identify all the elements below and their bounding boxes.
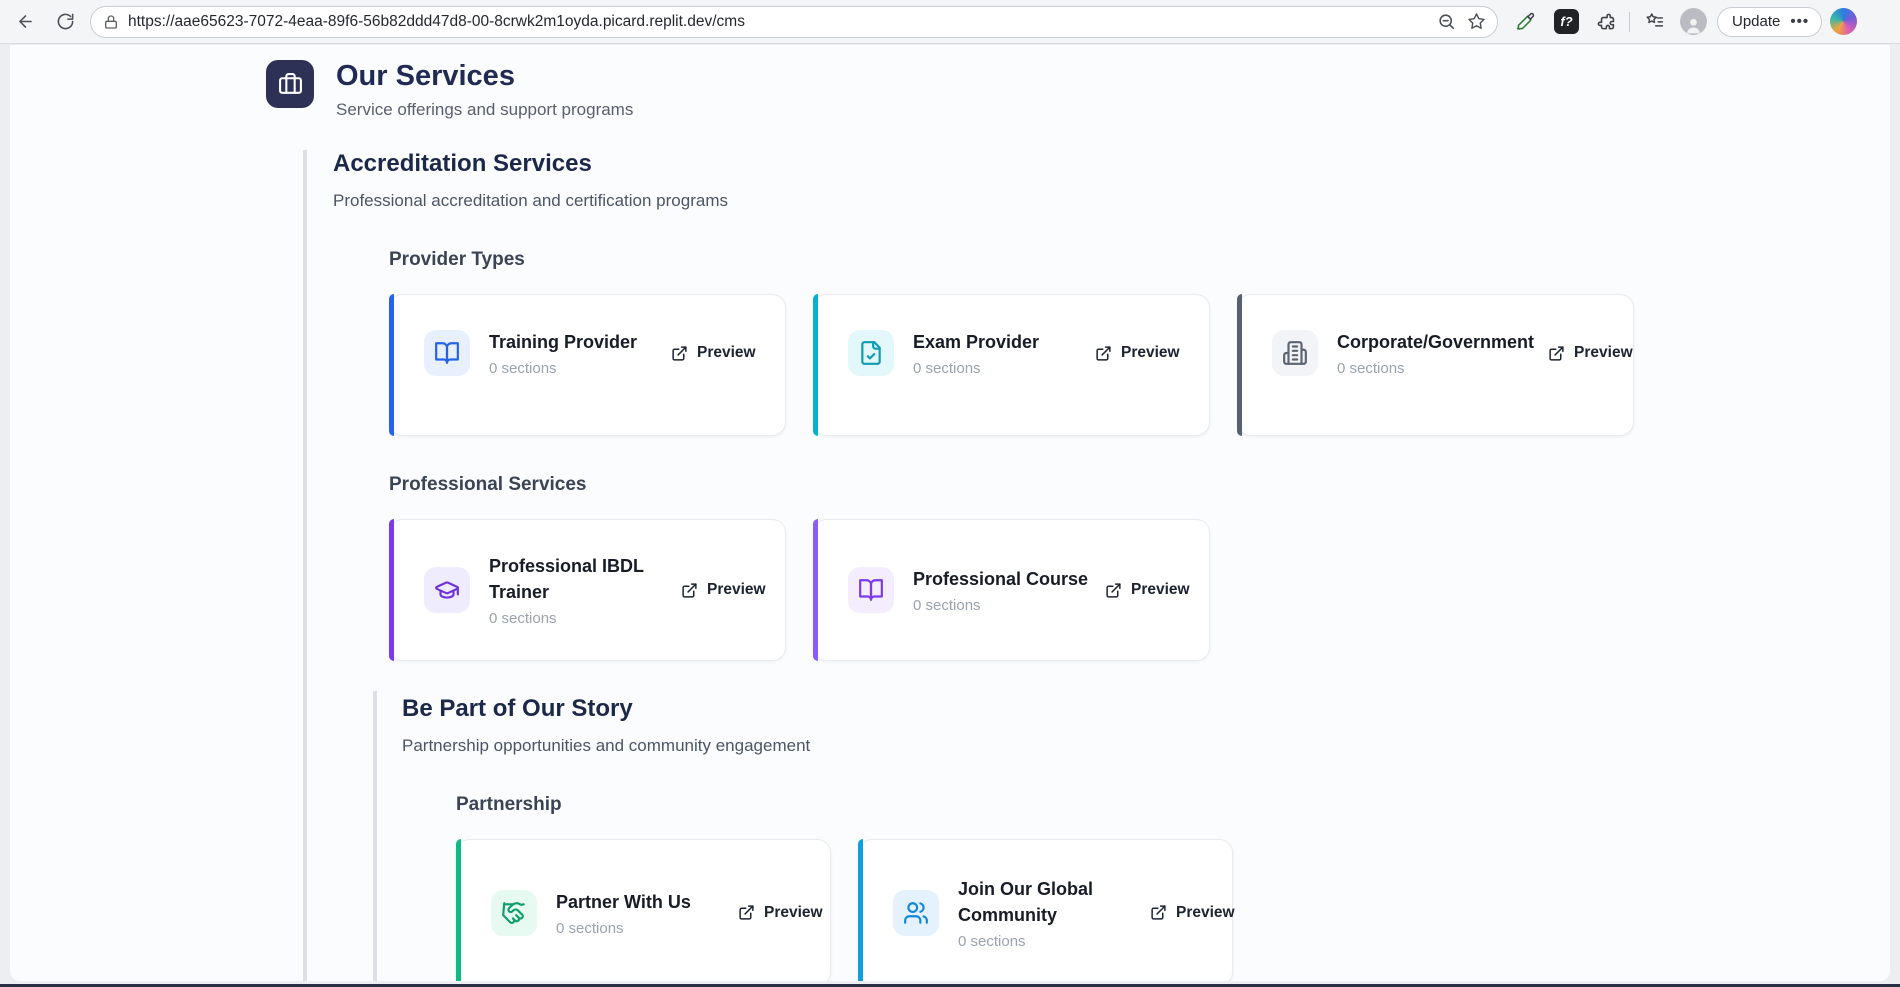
toolbar-divider bbox=[1629, 11, 1630, 32]
favorites-bar-button[interactable] bbox=[1637, 5, 1671, 39]
color-picker-extension-button[interactable] bbox=[1508, 5, 1542, 39]
external-link-icon bbox=[739, 905, 754, 920]
url-text[interactable]: https://aae65623-7072-4eaa-89f6-56b82ddd… bbox=[128, 12, 745, 30]
update-label: Update bbox=[1732, 13, 1781, 30]
preview-label: Preview bbox=[1176, 903, 1235, 921]
external-link-icon bbox=[672, 346, 687, 361]
card-title: Exam Provider bbox=[913, 332, 1040, 353]
preview-link[interactable]: Preview bbox=[681, 581, 766, 599]
preview-label: Preview bbox=[1121, 344, 1180, 362]
external-link-icon bbox=[1096, 346, 1111, 361]
card-join-our-global-community[interactable]: Join Our Global Community 0 sections Pre… bbox=[858, 839, 1235, 981]
card-title: Partner With Us bbox=[556, 891, 691, 912]
section-subtitle: Professional accreditation and certifica… bbox=[333, 191, 728, 211]
preview-label: Preview bbox=[707, 581, 766, 599]
refresh-button[interactable] bbox=[48, 5, 82, 39]
zoom-out-button[interactable] bbox=[1431, 7, 1461, 37]
group-provider-types: Provider Types Training Provider 0 secti… bbox=[389, 249, 1890, 437]
group-partnership: Partnership Partner With Us 0 sections P… bbox=[456, 794, 1890, 981]
card-corporate-government[interactable]: Corporate/Government 0 sections Preview bbox=[1237, 294, 1634, 437]
preview-label: Preview bbox=[1574, 344, 1633, 362]
window-bottom-edge bbox=[0, 984, 1900, 987]
copilot-icon[interactable] bbox=[1830, 8, 1858, 35]
browser-toolbar: https://aae65623-7072-4eaa-89f6-56b82ddd… bbox=[0, 0, 1900, 44]
handshake-icon bbox=[491, 889, 537, 936]
section-be-part-of-our-story: Be Part of Our Story Partnership opportu… bbox=[373, 691, 1890, 981]
card-professional-ibdl-trainer[interactable]: Professional IBDL Trainer 0 sections Pre… bbox=[389, 519, 786, 662]
card-title: Corporate/Government bbox=[1337, 332, 1535, 353]
card-professional-course[interactable]: Professional Course 0 sections Preview bbox=[813, 519, 1210, 662]
card-sections-count: 0 sections bbox=[1337, 360, 1405, 378]
preview-link[interactable]: Preview bbox=[738, 904, 823, 922]
preview-link[interactable]: Preview bbox=[1095, 344, 1180, 362]
preview-link[interactable]: Preview bbox=[671, 344, 756, 362]
lock-icon bbox=[105, 14, 117, 29]
group-title: Professional Services bbox=[389, 474, 587, 496]
person-icon bbox=[1687, 19, 1700, 34]
card-sections-count: 0 sections bbox=[489, 360, 557, 378]
arrow-left-icon bbox=[18, 15, 32, 28]
eyedropper-icon bbox=[1516, 12, 1534, 30]
card-sections-count: 0 sections bbox=[913, 360, 981, 378]
card-partner-with-us[interactable]: Partner With Us 0 sections Preview bbox=[456, 839, 831, 981]
refresh-icon bbox=[57, 13, 73, 30]
briefcase-icon bbox=[278, 72, 302, 94]
profile-avatar[interactable] bbox=[1680, 8, 1707, 35]
more-menu-dots[interactable]: ••• bbox=[1790, 13, 1810, 30]
preview-label: Preview bbox=[1131, 581, 1190, 599]
card-exam-provider[interactable]: Exam Provider 0 sections Preview bbox=[813, 294, 1210, 437]
services-icon-tile bbox=[266, 60, 314, 108]
card-title: Professional IBDL Trainer bbox=[489, 556, 644, 603]
external-link-icon bbox=[1106, 583, 1121, 598]
external-link-icon bbox=[682, 583, 697, 598]
card-sections-count: 0 sections bbox=[913, 597, 981, 615]
f-question-extension-button[interactable]: f? bbox=[1554, 9, 1579, 34]
card-title: Training Provider bbox=[489, 332, 638, 353]
group-professional-services: Professional Services Professional IBDL … bbox=[389, 474, 1890, 662]
card-sections-count: 0 sections bbox=[556, 919, 624, 937]
section-accreditation-services: Accreditation Services Professional accr… bbox=[303, 150, 1890, 981]
star-icon bbox=[1467, 13, 1485, 29]
extensions-button[interactable] bbox=[1588, 5, 1622, 39]
graduation-cap-icon bbox=[424, 567, 470, 614]
card-training-provider[interactable]: Training Provider 0 sections Preview bbox=[389, 294, 786, 437]
page-title: Our Services bbox=[336, 60, 515, 92]
star-list-icon bbox=[1646, 13, 1663, 27]
group-title: Partnership bbox=[456, 794, 562, 816]
book-open-icon bbox=[424, 330, 470, 377]
section-title: Be Part of Our Story bbox=[402, 695, 633, 723]
preview-link[interactable]: Preview bbox=[1548, 344, 1633, 362]
cms-page: Our Services Service offerings and suppo… bbox=[10, 45, 1890, 981]
card-sections-count: 0 sections bbox=[958, 932, 1026, 950]
back-button[interactable] bbox=[8, 5, 42, 39]
card-title: Join Our Global Community bbox=[958, 878, 1094, 925]
puzzle-icon bbox=[1597, 13, 1614, 30]
favorite-star-button[interactable] bbox=[1461, 7, 1491, 37]
file-check-icon bbox=[848, 330, 894, 377]
preview-link[interactable]: Preview bbox=[1105, 581, 1190, 599]
section-title: Accreditation Services bbox=[333, 150, 592, 178]
building-icon bbox=[1272, 330, 1318, 377]
preview-link[interactable]: Preview bbox=[1150, 904, 1235, 922]
preview-label: Preview bbox=[697, 344, 756, 362]
address-bar[interactable]: https://aae65623-7072-4eaa-89f6-56b82ddd… bbox=[90, 5, 1498, 38]
page-header: Our Services Service offerings and suppo… bbox=[266, 60, 1890, 120]
update-button[interactable]: Update ••• bbox=[1717, 6, 1823, 37]
users-icon bbox=[893, 889, 939, 936]
magnifier-minus-icon bbox=[1438, 14, 1454, 30]
book-open-icon bbox=[848, 567, 894, 614]
page-subtitle: Service offerings and support programs bbox=[336, 100, 634, 120]
card-sections-count: 0 sections bbox=[489, 610, 557, 628]
external-link-icon bbox=[1151, 905, 1166, 920]
external-link-icon bbox=[1549, 346, 1564, 361]
section-subtitle: Partnership opportunities and community … bbox=[402, 736, 811, 756]
card-title: Professional Course bbox=[913, 569, 1089, 590]
group-title: Provider Types bbox=[389, 249, 525, 271]
preview-label: Preview bbox=[764, 903, 823, 921]
